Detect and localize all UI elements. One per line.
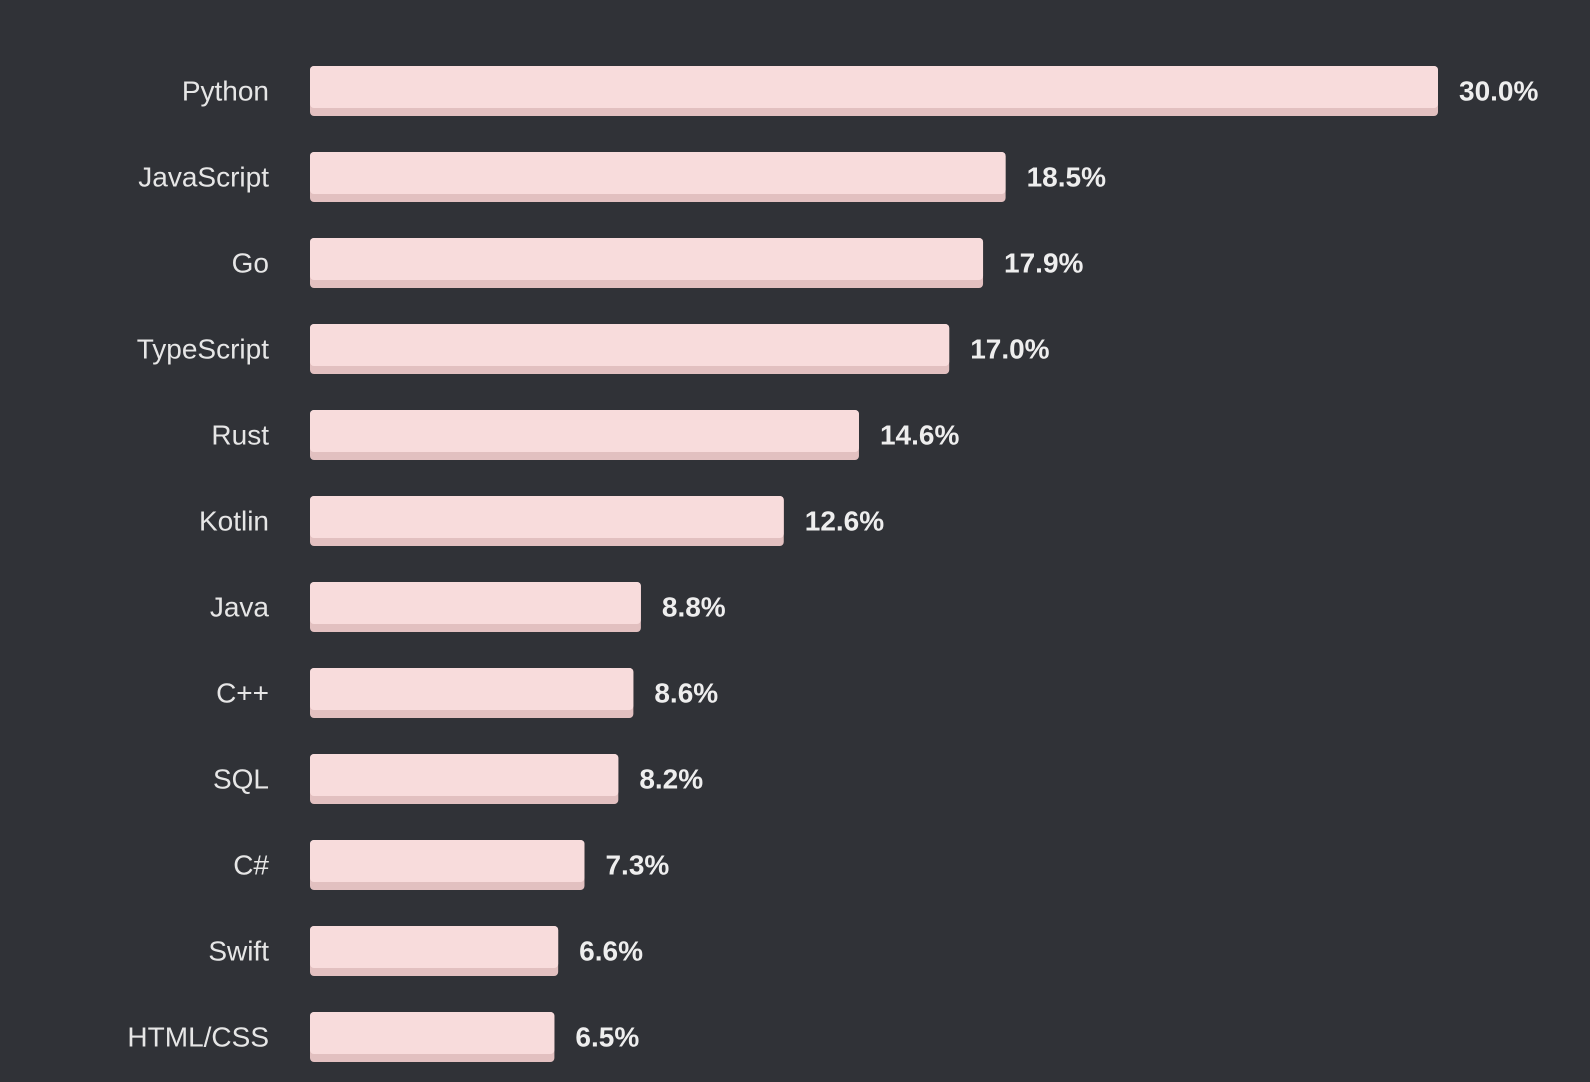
category-label: Rust <box>211 420 269 451</box>
category-label: SQL <box>213 764 269 795</box>
value-label: 18.5% <box>1027 162 1106 193</box>
value-label: 17.9% <box>1004 248 1083 279</box>
bar-row: Java 8.8% <box>210 582 726 632</box>
bar-row: TypeScript 17.0% <box>137 324 1050 374</box>
value-label: 7.3% <box>605 850 669 881</box>
bar-row: C++ 8.6% <box>216 668 718 718</box>
bar-row: SQL 8.2% <box>213 754 703 804</box>
value-label: 12.6% <box>805 506 884 537</box>
bar <box>310 582 641 624</box>
category-label: C++ <box>216 678 269 709</box>
value-label: 6.5% <box>575 1022 639 1053</box>
bar <box>310 754 619 796</box>
category-label: C# <box>233 850 269 881</box>
category-label: TypeScript <box>137 334 269 365</box>
bar-row: Rust 14.6% <box>211 410 959 460</box>
bar <box>310 840 585 882</box>
value-label: 14.6% <box>880 420 959 451</box>
bar-row: Kotlin 12.6% <box>199 496 884 546</box>
value-label: 30.0% <box>1459 76 1538 107</box>
bar <box>310 926 559 968</box>
bar <box>310 1012 555 1054</box>
bar <box>310 410 859 452</box>
bar-row: HTML/CSS 6.5% <box>127 1012 639 1062</box>
bar-row: C# 7.3% <box>233 840 669 890</box>
bar-row: Python 30.0% <box>182 66 1538 116</box>
value-label: 8.8% <box>662 592 726 623</box>
value-label: 17.0% <box>970 334 1049 365</box>
value-label: 8.6% <box>654 678 718 709</box>
value-label: 6.6% <box>579 936 643 967</box>
category-label: Python <box>182 76 269 107</box>
category-label: Java <box>210 592 270 623</box>
bar-row: JavaScript 18.5% <box>138 152 1106 202</box>
bar <box>310 152 1006 194</box>
bar <box>310 496 784 538</box>
bar-row: Go 17.9% <box>232 238 1084 288</box>
category-label: Swift <box>208 936 269 967</box>
bar <box>310 324 950 366</box>
bar <box>310 66 1438 108</box>
bar <box>310 238 984 280</box>
bar <box>310 668 634 710</box>
category-label: HTML/CSS <box>127 1022 269 1053</box>
bars-layer: Python 30.0% JavaScript 18.5% Go 17.9% TypeScr… <box>127 66 1538 1062</box>
category-label: JavaScript <box>138 162 269 193</box>
category-label: Kotlin <box>199 506 269 537</box>
bar-row: Swift 6.6% <box>208 926 643 976</box>
value-label: 8.2% <box>639 764 703 795</box>
category-label: Go <box>232 248 269 279</box>
